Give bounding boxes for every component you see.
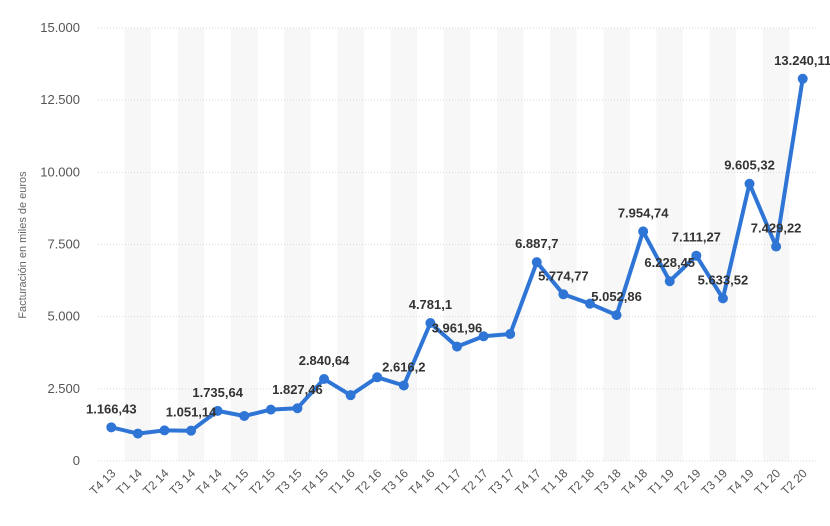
- x-tick-label: T1 19: [645, 466, 677, 498]
- data-label: 3.961,96: [432, 321, 483, 336]
- y-tick-label: 12.500: [40, 92, 80, 107]
- data-point: [425, 317, 436, 328]
- x-tick-label: T1 20: [752, 466, 784, 498]
- band: [656, 28, 684, 461]
- data-label: 13.240,11: [774, 53, 830, 68]
- band: [496, 28, 524, 461]
- data-point: [478, 331, 489, 342]
- y-tick-label: 2.500: [47, 381, 80, 396]
- x-tick-label: T2 19: [672, 466, 704, 498]
- data-point: [212, 405, 223, 416]
- x-tick-label: T1 16: [326, 466, 358, 498]
- data-point: [345, 390, 356, 401]
- band: [230, 28, 258, 461]
- data-label: 9.605,32: [724, 158, 775, 173]
- band: [603, 28, 630, 461]
- y-tick-label: 10.000: [40, 164, 80, 179]
- data-points: [106, 73, 808, 439]
- data-point: [531, 257, 542, 268]
- y-tick-label: 7.500: [47, 237, 80, 252]
- y-axis-ticks: 0 2.500 5.000 7.500 10.000 12.500 15.000: [40, 20, 80, 468]
- x-tick-label: T1 18: [539, 466, 571, 498]
- x-tick-label: T4 18: [619, 466, 651, 498]
- data-point: [239, 410, 250, 421]
- data-label: 1.827,46: [272, 382, 323, 397]
- data-label: 6.228,45: [644, 255, 695, 270]
- data-point: [159, 425, 170, 436]
- data-point: [638, 226, 649, 237]
- data-point: [797, 73, 808, 84]
- data-label: 5.052,86: [591, 289, 642, 304]
- data-label: 5.633,52: [698, 272, 749, 287]
- data-point: [744, 178, 755, 189]
- data-point: [292, 403, 303, 414]
- x-tick-label: T2 17: [459, 466, 491, 498]
- y-tick-label: 15.000: [40, 20, 80, 35]
- data-label: 2.616,2: [382, 359, 425, 374]
- x-tick-label: T2 20: [778, 466, 810, 498]
- data-point: [558, 289, 569, 300]
- data-point: [132, 428, 143, 439]
- data-label: 1.051,14: [166, 405, 217, 420]
- band: [443, 28, 471, 461]
- y-tick-label: 5.000: [47, 309, 80, 324]
- data-label: 2.840,64: [299, 353, 350, 368]
- data-point: [106, 422, 117, 433]
- data-label: 7.429,22: [751, 221, 802, 236]
- data-point: [717, 293, 728, 304]
- x-tick-label: T3 16: [379, 466, 411, 498]
- x-tick-label: T2 15: [246, 466, 278, 498]
- data-label: 5.774,77: [538, 268, 589, 283]
- x-tick-label: T1 15: [220, 466, 252, 498]
- data-point: [611, 310, 622, 321]
- data-point: [771, 241, 782, 252]
- y-axis-label: Facturación en miles de euros: [17, 171, 29, 319]
- data-point: [664, 276, 675, 287]
- x-tick-label: T4 17: [512, 466, 544, 498]
- data-point: [186, 425, 197, 436]
- x-tick-label: T4 15: [300, 466, 332, 498]
- data-point: [452, 341, 462, 352]
- x-tick-label: T4 13: [87, 466, 119, 498]
- x-tick-label: T2 14: [140, 466, 172, 498]
- x-tick-label: T3 14: [167, 466, 199, 498]
- data-point: [691, 250, 702, 261]
- data-point: [398, 380, 409, 391]
- data-point: [505, 328, 516, 339]
- x-tick-label: T4 14: [193, 466, 225, 498]
- x-tick-label: T1 17: [433, 466, 465, 498]
- data-label: 1.735,64: [192, 385, 243, 400]
- x-tick-label: T2 18: [565, 466, 597, 498]
- data-point: [584, 298, 595, 309]
- data-point: [319, 374, 330, 385]
- x-tick-label: T2 16: [353, 466, 385, 498]
- data-label: 1.166,43: [86, 401, 137, 416]
- data-label: 4.781,1: [409, 297, 452, 312]
- y-tick-label: 0: [73, 453, 80, 468]
- data-point: [372, 372, 383, 383]
- x-tick-label: T1 14: [113, 466, 145, 498]
- x-tick-label: T4 19: [725, 466, 757, 498]
- data-label: 6.887,7: [515, 236, 558, 251]
- x-tick-label: T4 16: [406, 466, 438, 498]
- x-tick-label: T3 18: [592, 466, 624, 498]
- band: [284, 28, 311, 461]
- x-tick-label: T3 15: [273, 466, 305, 498]
- data-labels: 1.166,43 1.051,14 1.735,64 1.827,46 2.840,64…: [86, 53, 830, 420]
- x-tick-label: T3 19: [698, 466, 730, 498]
- data-label: 7.111,27: [672, 230, 721, 245]
- data-point: [265, 404, 276, 415]
- data-label: 7.954,74: [618, 205, 669, 220]
- x-tick-label: T3 17: [486, 466, 518, 498]
